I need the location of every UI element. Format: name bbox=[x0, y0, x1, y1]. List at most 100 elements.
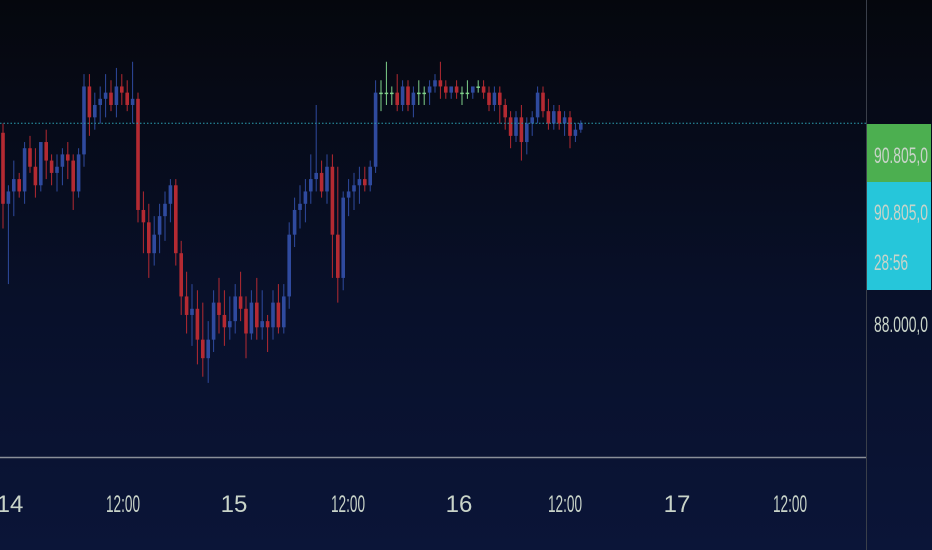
candle-body[interactable] bbox=[39, 142, 43, 186]
candle-body[interactable] bbox=[460, 92, 464, 95]
candle-body[interactable] bbox=[249, 302, 254, 334]
candle-body[interactable] bbox=[222, 314, 227, 328]
candle-body[interactable] bbox=[66, 154, 70, 161]
candle-body[interactable] bbox=[292, 209, 297, 235]
candle-body[interactable] bbox=[568, 117, 572, 136]
candle-body[interactable] bbox=[233, 296, 237, 322]
candle-body[interactable] bbox=[487, 92, 491, 105]
candle-body[interactable] bbox=[341, 197, 345, 278]
candle-body[interactable] bbox=[579, 123, 583, 130]
candle-body[interactable] bbox=[103, 92, 108, 99]
candle-body[interactable] bbox=[98, 98, 102, 105]
candle-body[interactable] bbox=[93, 104, 97, 118]
candle-body[interactable] bbox=[449, 86, 453, 93]
candle-body[interactable] bbox=[465, 92, 470, 95]
candle-body[interactable] bbox=[255, 302, 259, 328]
candle-body[interactable] bbox=[552, 111, 556, 124]
candle-body[interactable] bbox=[390, 92, 394, 95]
candle-body[interactable] bbox=[228, 321, 232, 328]
candle-body[interactable] bbox=[82, 86, 86, 155]
candle-body[interactable] bbox=[49, 160, 54, 173]
candle-body[interactable] bbox=[525, 123, 529, 143]
candle-body[interactable] bbox=[346, 191, 351, 198]
candle-body[interactable] bbox=[163, 203, 167, 217]
candle-body[interactable] bbox=[17, 179, 21, 192]
candle-body[interactable] bbox=[174, 185, 178, 254]
candle-body[interactable] bbox=[28, 148, 32, 167]
candle-body[interactable] bbox=[130, 98, 135, 105]
candle-body[interactable] bbox=[519, 117, 524, 143]
candle-body[interactable] bbox=[411, 92, 416, 105]
candle-body[interactable] bbox=[433, 80, 437, 87]
candle-body[interactable] bbox=[1, 132, 5, 204]
candle-body[interactable] bbox=[557, 111, 561, 124]
candle-body[interactable] bbox=[152, 234, 156, 254]
candle-body[interactable] bbox=[298, 203, 302, 210]
candle-body[interactable] bbox=[120, 86, 124, 93]
candle-body[interactable] bbox=[357, 179, 362, 186]
candle-body[interactable] bbox=[114, 86, 119, 105]
candle-body[interactable] bbox=[190, 308, 194, 315]
candle-body[interactable] bbox=[60, 154, 65, 167]
candle-body[interactable] bbox=[136, 98, 140, 210]
candle-body[interactable] bbox=[238, 296, 243, 309]
candle-body[interactable] bbox=[384, 92, 389, 95]
candle-body[interactable] bbox=[400, 86, 405, 105]
candle-body[interactable] bbox=[157, 216, 162, 235]
candle-body[interactable] bbox=[422, 92, 426, 95]
candle-body[interactable] bbox=[33, 166, 38, 186]
candle-body[interactable] bbox=[303, 191, 308, 204]
candle-body[interactable] bbox=[125, 92, 129, 105]
candle-body[interactable] bbox=[444, 86, 448, 93]
candle-body[interactable] bbox=[573, 129, 578, 136]
candle-body[interactable] bbox=[206, 339, 210, 359]
candle-body[interactable] bbox=[498, 92, 502, 105]
candle-body[interactable] bbox=[309, 179, 313, 192]
candle-body[interactable] bbox=[44, 142, 48, 161]
candle-body[interactable] bbox=[379, 92, 383, 95]
candle-body[interactable] bbox=[265, 321, 270, 328]
candle-body[interactable] bbox=[147, 222, 151, 254]
candle-body[interactable] bbox=[508, 117, 513, 136]
candle-body[interactable] bbox=[373, 92, 378, 167]
candle-body[interactable] bbox=[287, 234, 291, 297]
candle-body[interactable] bbox=[211, 302, 216, 340]
candle-body[interactable] bbox=[141, 209, 146, 223]
candle-body[interactable] bbox=[109, 92, 113, 105]
candle-body[interactable] bbox=[6, 191, 11, 204]
candle-body[interactable] bbox=[179, 253, 183, 297]
candle-body[interactable] bbox=[503, 104, 507, 118]
candle-body[interactable] bbox=[336, 234, 340, 278]
candle-body[interactable] bbox=[244, 308, 248, 334]
candle-body[interactable] bbox=[427, 86, 432, 93]
candle-body[interactable] bbox=[22, 148, 27, 192]
candle-body[interactable] bbox=[395, 92, 399, 105]
candle-body[interactable] bbox=[363, 179, 367, 186]
candle-body[interactable] bbox=[260, 321, 264, 328]
candle-body[interactable] bbox=[217, 302, 221, 315]
candle-body[interactable] bbox=[476, 86, 480, 88]
candle-body[interactable] bbox=[417, 92, 421, 95]
candle-body[interactable] bbox=[492, 92, 497, 105]
candle-body[interactable] bbox=[471, 86, 475, 93]
candle-body[interactable] bbox=[55, 166, 59, 173]
candle-body[interactable] bbox=[514, 117, 518, 136]
candle-body[interactable] bbox=[546, 111, 551, 124]
candle-body[interactable] bbox=[201, 339, 205, 359]
candle-body[interactable] bbox=[282, 296, 286, 328]
candle-body[interactable] bbox=[271, 302, 275, 328]
candle-body[interactable] bbox=[535, 92, 540, 118]
candle-body[interactable] bbox=[276, 302, 281, 328]
candle-body[interactable] bbox=[530, 117, 534, 124]
candle-body[interactable] bbox=[406, 86, 410, 105]
candle-body[interactable] bbox=[541, 92, 545, 112]
candle-body[interactable] bbox=[368, 166, 372, 186]
candle-body[interactable] bbox=[71, 160, 75, 192]
candle-body[interactable] bbox=[314, 172, 318, 180]
candle-body[interactable] bbox=[330, 166, 335, 235]
candle-body[interactable] bbox=[12, 179, 16, 192]
candle-body[interactable] bbox=[184, 296, 189, 315]
candle-body[interactable] bbox=[76, 154, 81, 192]
candle-body[interactable] bbox=[438, 80, 443, 87]
